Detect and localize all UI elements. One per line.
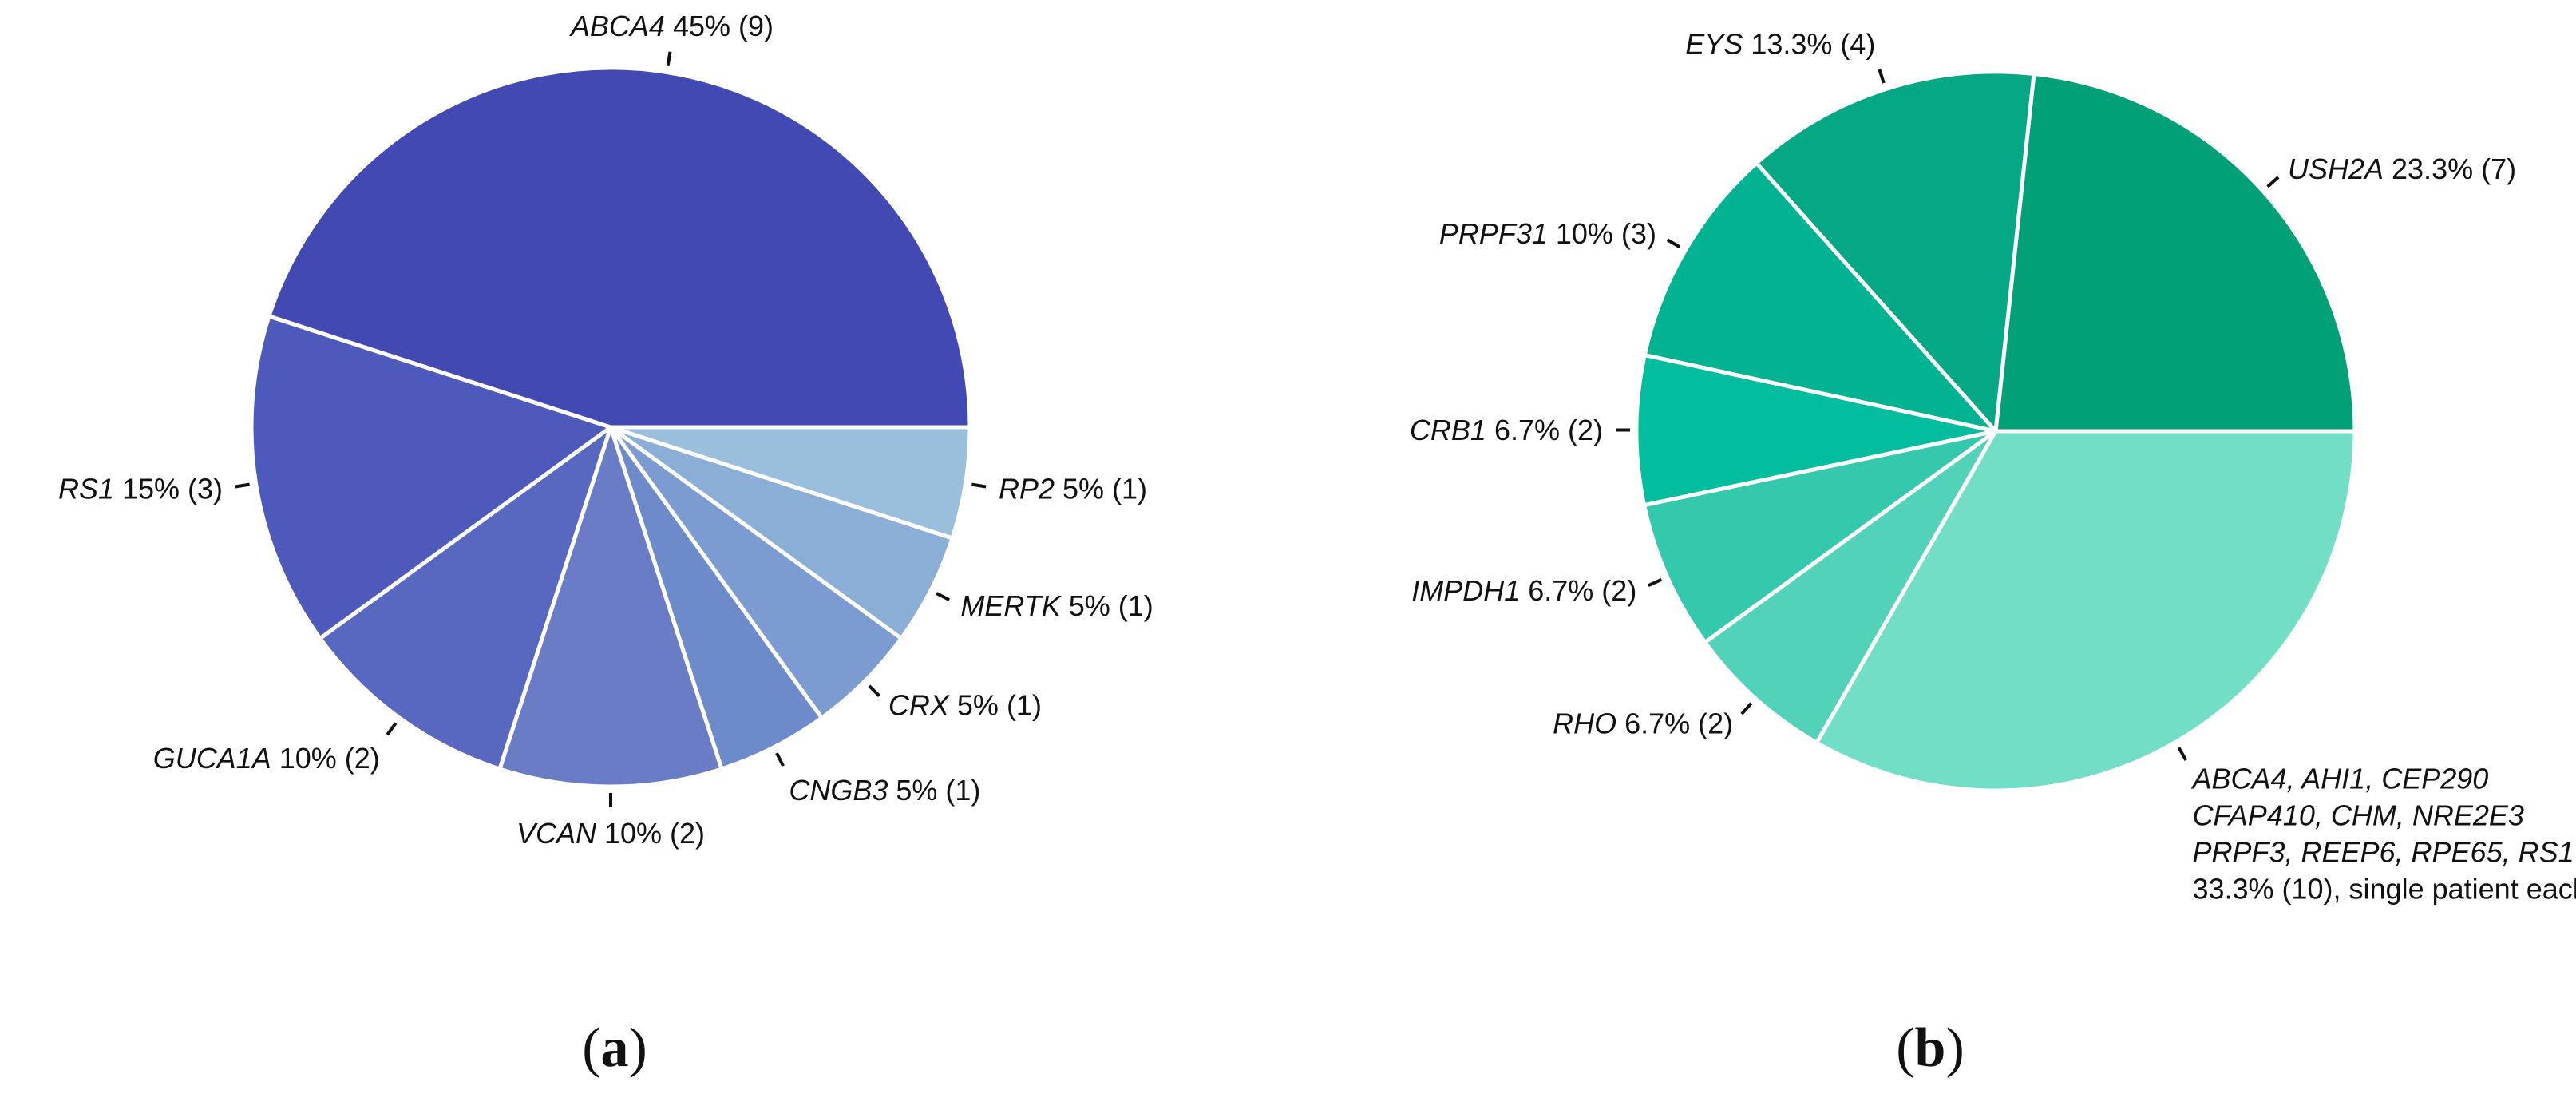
- label-tick-rho: [1740, 702, 1753, 715]
- pie-slice-abca4: [267, 65, 972, 430]
- slice-gene-crx: CRX: [888, 688, 951, 721]
- pie-slice-impdh1: [1642, 429, 1998, 644]
- pie-slice-eys: [1754, 69, 2036, 434]
- slice-gene-eys: EYS: [1685, 28, 1743, 61]
- panel-label-a: (a): [582, 1017, 647, 1079]
- slice-gene-impdh1: IMPDH1: [1411, 574, 1520, 607]
- slice-label-mertk: MERTK 5% (1): [960, 589, 1153, 622]
- slice-label-crx: CRX 5% (1): [888, 688, 1042, 721]
- slice-stats-abca4: 33.3% (10), single patient each: [2192, 872, 2576, 905]
- slice-stats-guca1a: 10% (2): [271, 742, 380, 775]
- slice-stats-crb1: 6.7% (2): [1486, 414, 1603, 446]
- label-tick-crx: [868, 684, 880, 697]
- slice-label-eys: EYS 13.3% (4): [1685, 28, 1875, 61]
- slice-stats-ush2a: 23.3% (7): [2384, 153, 2516, 185]
- slice-genes-abca4-line-1: ABCA4, AHI1, CEP290: [2190, 762, 2488, 795]
- slice-stats-abca4: 45% (9): [665, 10, 774, 42]
- slice-gene-cngb3: CNGB3: [789, 774, 888, 807]
- slice-gene-ush2a: USH2A: [2288, 153, 2384, 185]
- slice-gene-rp2: RP2: [999, 473, 1055, 505]
- slice-gene-rs1: RS1: [58, 473, 114, 505]
- slice-genes-abca4-line-3: PRPF3, REEP6, RPE65, RS1: [2192, 835, 2574, 868]
- pie-slice-guca1a: [318, 425, 613, 771]
- label-tick-rs1: [235, 482, 250, 489]
- slice-label-rs1: RS1 15% (3): [58, 473, 223, 505]
- panel-label-b: (b): [1896, 1017, 1965, 1079]
- slice-gene-abca4: ABCA4: [569, 10, 665, 42]
- slice-stats-crx: 5% (1): [949, 688, 1042, 721]
- slice-gene-rho: RHO: [1553, 708, 1616, 740]
- slice-label-crb1: CRB1 6.7% (2): [1410, 414, 1603, 446]
- label-tick-cngb3: [775, 752, 785, 767]
- slice-stats-mertk: 5% (1): [1061, 589, 1153, 622]
- slice-genes-abca4-line-2: CFAP410, CHM, NRE2E3: [2192, 799, 2523, 831]
- slice-stats-impdh1: 6.7% (2): [1520, 574, 1636, 607]
- panel-letter-a: a: [601, 1017, 629, 1079]
- label-tick-prpf31: [1666, 238, 1681, 249]
- slice-label-ush2a: USH2A 23.3% (7): [2288, 153, 2516, 185]
- pie-slice-ush2a: [1993, 72, 2357, 434]
- pie-slice-rs1: [249, 314, 613, 640]
- slice-label-vcan: VCAN 10% (2): [516, 817, 705, 850]
- label-tick-ush2a: [2266, 176, 2280, 188]
- slice-stats-vcan: 10% (2): [596, 817, 705, 850]
- slice-label-abca4: ABCA4 45% (9): [569, 10, 774, 42]
- slice-label-rp2: RP2 5% (1): [999, 473, 1147, 505]
- slice-label-rho: RHO 6.7% (2): [1553, 708, 1733, 740]
- slice-label-impdh1: IMPDH1 6.7% (2): [1411, 574, 1636, 607]
- slice-label-abca4: ABCA4, AHI1, CEP290 CFAP410, CHM, NRE2E3 P…: [2190, 762, 2576, 905]
- slice-label-cngb3: CNGB3 5% (1): [789, 774, 980, 807]
- slice-stats-prpf31: 10% (3): [1548, 217, 1656, 250]
- slice-label-guca1a: GUCA1A 10% (2): [153, 742, 380, 775]
- slice-stats-rp2: 5% (1): [1055, 473, 1147, 505]
- pie-slice-prpf31: [1642, 161, 1998, 434]
- label-tick-abca4: [2177, 747, 2188, 761]
- label-tick-mertk: [936, 592, 951, 601]
- pie-chart-a: RP2 5% (1)MERTK 5% (1)CRX 5% (1)CNGB3 5%…: [58, 10, 1153, 850]
- slice-gene-guca1a: GUCA1A: [153, 742, 271, 775]
- pie-slice-crb1: [1634, 353, 1998, 508]
- pie-slice-abca4: [1814, 429, 2357, 793]
- slice-stats-eys: 13.3% (4): [1743, 28, 1875, 61]
- label-tick-rp2: [971, 482, 987, 489]
- label-tick-abca4: [666, 51, 672, 66]
- slice-stats-cngb3: 5% (1): [888, 774, 980, 807]
- slice-label-prpf31: PRPF31 10% (3): [1439, 217, 1656, 250]
- slice-gene-vcan: VCAN: [516, 817, 597, 850]
- pie-slice-vcan: [497, 425, 724, 789]
- slice-stats-rho: 6.7% (2): [1616, 708, 1733, 740]
- panel-letter-b: b: [1915, 1017, 1946, 1079]
- label-tick-guca1a: [386, 722, 398, 736]
- slice-stats-rs1: 15% (3): [114, 473, 223, 505]
- pie-chart-b: USH2A 23.3% (7) EYS 13.3% (4) PRPF31 10% (…: [1410, 28, 2576, 906]
- slice-gene-mertk: MERTK: [960, 589, 1062, 622]
- slice-gene-crb1: CRB1: [1410, 414, 1486, 446]
- label-tick-impdh1: [1648, 578, 1663, 587]
- slice-gene-prpf31: PRPF31: [1439, 217, 1548, 250]
- label-tick-eys: [1878, 69, 1886, 84]
- pie-slice-rho: [1703, 429, 1998, 745]
